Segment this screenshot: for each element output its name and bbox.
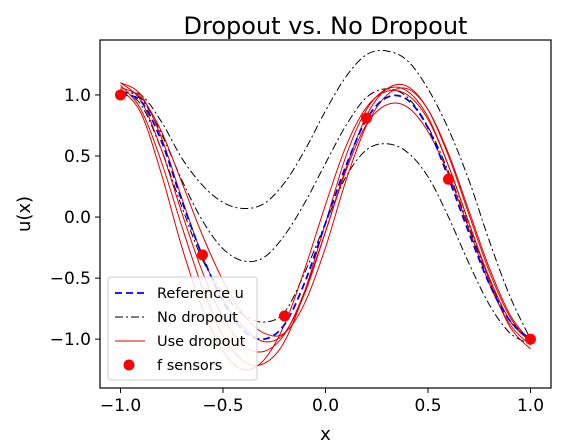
legend: Reference u No dropout Use dropout f sensor… bbox=[107, 276, 258, 381]
sensor-point bbox=[115, 89, 126, 101]
y-tick-label: −0.5 bbox=[50, 269, 91, 289]
legend-label: Use dropout bbox=[157, 334, 246, 350]
x-axis-label: x bbox=[320, 424, 331, 445]
y-axis-label: u(x) bbox=[14, 196, 35, 232]
x-tick-label: 0.5 bbox=[414, 396, 441, 416]
legend-box bbox=[107, 276, 258, 381]
series-line-use-dropout-7 bbox=[120, 82, 531, 344]
series-line-no-dropout-1 bbox=[120, 50, 531, 340]
series-layer bbox=[120, 50, 532, 371]
series-line-no-dropout-2 bbox=[120, 88, 531, 342]
series-line-use-dropout-6 bbox=[120, 88, 531, 371]
x-tick-label: 0.0 bbox=[312, 396, 339, 416]
sensor-point bbox=[443, 173, 454, 185]
sensor-point bbox=[525, 333, 536, 345]
chart-title: Dropout vs. No Dropout bbox=[184, 12, 468, 40]
y-tick-label: 0.0 bbox=[64, 208, 91, 228]
series-line-reference-u-0 bbox=[120, 94, 532, 341]
x-tick-label: −1.0 bbox=[100, 396, 141, 416]
sensor-point bbox=[197, 249, 208, 261]
legend-label: Reference u bbox=[157, 286, 244, 302]
y-tick-label: 1.0 bbox=[64, 86, 91, 106]
x-tick-label: −0.5 bbox=[202, 396, 243, 416]
legend-marker-f-sensors bbox=[123, 359, 135, 371]
sensor-point bbox=[361, 112, 372, 124]
series-line-use-dropout-8 bbox=[120, 87, 531, 342]
tick-layer: −1.0 −0.5 0.0 0.5 1.0 1.0 0.5 0.0 −0.5 −1.0 bbox=[50, 86, 544, 416]
sensor-layer bbox=[115, 89, 536, 345]
sensor-point bbox=[279, 310, 290, 322]
y-tick-label: −1.0 bbox=[50, 330, 91, 350]
x-tick-label: 1.0 bbox=[517, 396, 544, 416]
legend-label: f sensors bbox=[157, 358, 222, 374]
y-tick-label: 0.5 bbox=[64, 147, 91, 167]
legend-label: No dropout bbox=[157, 310, 238, 326]
